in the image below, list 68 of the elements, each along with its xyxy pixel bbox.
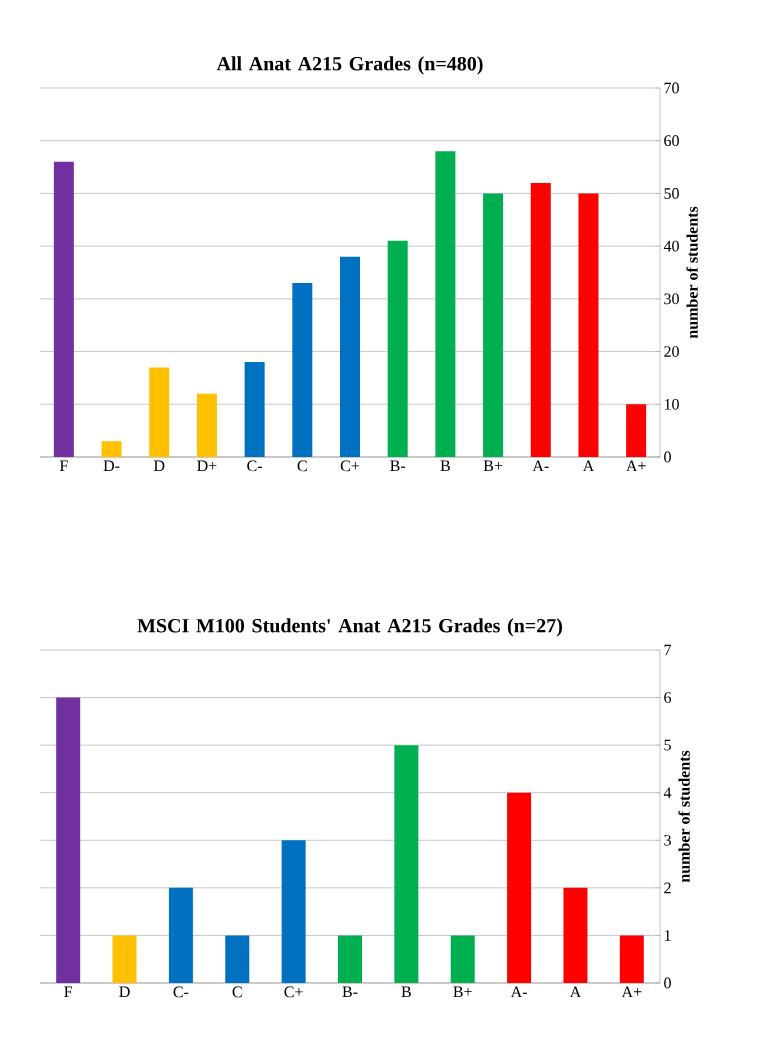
x-tick-label: C+: [340, 460, 360, 472]
x-tick-label: A-: [510, 986, 527, 998]
x-tick-label: A: [569, 986, 582, 998]
bar: [281, 840, 306, 983]
x-tick-label: F: [59, 460, 68, 471]
y-tick-label: 4: [663, 787, 672, 798]
bar: [149, 367, 170, 457]
x-tick-label: B-: [342, 986, 358, 998]
x-tick-label: C-: [247, 460, 263, 472]
bar: [578, 193, 599, 457]
bar: [56, 697, 81, 983]
x-tick-label: B+: [483, 460, 503, 472]
x-tick-label: C+: [284, 986, 303, 998]
y-tick-label: 60: [664, 135, 679, 147]
y-axis-title: number of students: [686, 206, 698, 339]
bar: [101, 441, 122, 457]
bar: [340, 256, 360, 457]
x-tick-label: F: [64, 986, 73, 997]
bar: [244, 362, 265, 457]
bar: [450, 935, 475, 983]
bar: [563, 887, 588, 983]
bar: [196, 393, 217, 457]
bar: [530, 182, 551, 457]
bar: [225, 935, 250, 983]
y-tick-label: 50: [664, 188, 679, 199]
bar: [112, 935, 137, 983]
bar: [619, 935, 644, 983]
y-tick-label: 5: [664, 739, 671, 751]
y-tick-label: 10: [664, 398, 679, 410]
x-tick-label: D+: [197, 460, 217, 472]
x-tick-label: B+: [453, 986, 472, 998]
x-tick-label: B-: [390, 460, 406, 472]
y-tick-label: 7: [664, 644, 672, 656]
bar: [387, 240, 408, 457]
bar: [168, 887, 193, 983]
x-tick-label: C: [232, 986, 242, 998]
x-tick-label: A: [582, 460, 595, 472]
y-tick-label: 30: [664, 293, 679, 305]
bar: [626, 404, 647, 457]
bar: [435, 151, 456, 457]
x-tick-label: D-: [103, 460, 120, 472]
y-tick-label: 6: [664, 692, 672, 703]
y-tick-label: 0: [664, 451, 671, 463]
bar: [394, 745, 419, 983]
bar: [338, 935, 362, 983]
bar: [53, 161, 74, 457]
bar: [507, 792, 532, 983]
x-tick-label: A+: [621, 986, 642, 998]
x-tick-label: A-: [532, 460, 549, 472]
bar: [483, 193, 504, 457]
x-tick-label: B: [401, 986, 411, 998]
chart-title: MSCI M100 Students' Anat A215 Grades (n=27): [137, 618, 563, 637]
y-tick-label: 2: [664, 882, 671, 894]
y-tick-label: 0: [664, 977, 671, 989]
x-tick-label: C-: [173, 986, 189, 998]
x-tick-label: A+: [626, 460, 646, 472]
y-tick-label: 40: [663, 240, 679, 252]
y-tick-label: 3: [664, 834, 671, 846]
x-tick-label: D: [153, 460, 165, 472]
y-axis-title: number of students: [678, 750, 690, 883]
x-tick-label: B: [440, 460, 450, 472]
y-tick-label: 70: [664, 82, 679, 94]
x-tick-label: C: [297, 460, 307, 472]
bar: [292, 283, 313, 457]
y-tick-label: 1: [664, 930, 671, 941]
chart-title: All Anat A215 Grades (n=480): [216, 56, 483, 75]
y-tick-label: 20: [664, 346, 679, 357]
x-tick-label: D: [119, 986, 130, 998]
